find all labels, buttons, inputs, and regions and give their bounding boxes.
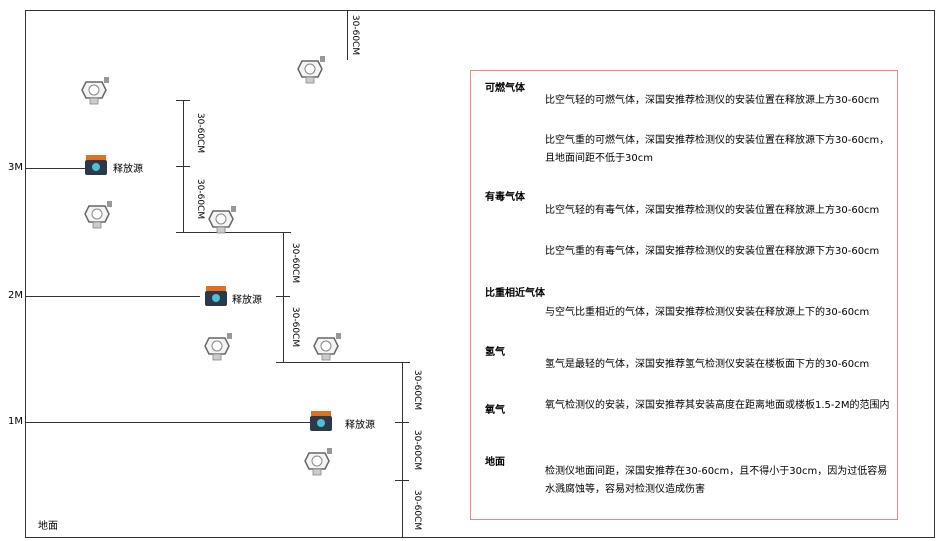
combustible-light-text: 比空气轻的可燃气体，深国安推荐检测仪的安装位置在释放源上方30-60cm [545, 95, 880, 106]
dim-label: 30-60CM [290, 306, 300, 348]
level-1m-line [25, 422, 310, 423]
oxygen-title: 氧气 [485, 405, 505, 416]
similar-title: 比重相近气体 [485, 288, 545, 299]
dim-tick [176, 166, 190, 167]
detector-icon [304, 447, 333, 476]
release-source-label: 释放源 [232, 295, 262, 306]
level-3m: 3M [8, 162, 23, 173]
frame-top [25, 10, 935, 11]
dim-tick [276, 362, 410, 363]
ground-label: 地面 [38, 521, 58, 532]
toxic-title: 有毒气体 [485, 192, 525, 203]
frame-bottom [25, 537, 935, 538]
dim-label: 30-60CM [412, 369, 422, 411]
dim-tick [276, 296, 290, 297]
ground-text: 检测仪地面间距，深国安推荐在30-60cm，且不得小于30cm，因为过低容易水溅… [545, 466, 888, 495]
ground-title: 地面 [485, 457, 505, 468]
detector-icon [313, 332, 342, 361]
dim-line-4 [402, 362, 403, 537]
dim-line-1 [347, 10, 348, 60]
dim-tick [395, 480, 409, 481]
dim-label: 30-60CM [412, 489, 422, 531]
similar-text: 与空气比重相近的气体，深国安推荐检测仪安装在释放源上下的30-60cm [545, 307, 870, 318]
dim-label: 30-60CM [350, 14, 360, 56]
detector-icon [297, 55, 326, 84]
level-3m-line [25, 168, 85, 169]
info-panel: 可燃气体 比空气轻的可燃气体，深国安推荐检测仪的安装位置在释放源上方30-60c… [470, 70, 898, 520]
hydrogen-text: 氢气是最轻的气体，深国安推荐氢气检测仪安装在楼板面下方的30-60cm [545, 359, 870, 370]
release-source-icon [85, 155, 107, 175]
dim-tick [176, 100, 190, 101]
release-source-label: 释放源 [345, 420, 375, 431]
oxygen-text: 氧气检测仪的安装，深国安推荐其安装高度在距离地面或楼板1.5-2M的范围内 [545, 400, 890, 411]
dim-label: 30-60CM [195, 112, 205, 154]
detector-icon [81, 76, 110, 105]
dim-line-3 [283, 232, 284, 362]
release-source-label: 释放源 [113, 164, 143, 175]
level-2m: 2M [8, 290, 23, 301]
combustible-heavy-text: 比空气重的可燃气体，深国安推荐检测仪的安装位置在释放源下方30-60cm，且地面… [545, 135, 890, 164]
release-source-icon [205, 286, 227, 306]
frame-left [25, 10, 26, 538]
level-1m: 1M [8, 416, 23, 427]
detector-icon [208, 205, 237, 234]
frame-right [934, 10, 935, 538]
combustible-title: 可燃气体 [485, 83, 525, 94]
release-source-icon [310, 411, 332, 431]
toxic-heavy-text: 比空气重的有毒气体，深国安推荐检测仪的安装位置在释放源下方30-60cm [545, 246, 880, 257]
detector-icon [84, 200, 113, 229]
level-2m-line [25, 296, 200, 297]
detector-icon [204, 332, 233, 361]
hydrogen-title: 氢气 [485, 347, 505, 358]
dim-label: 30-60CM [290, 242, 300, 284]
dim-label: 30-60CM [195, 178, 205, 220]
toxic-light-text: 比空气轻的有毒气体，深国安推荐检测仪的安装位置在释放源上方30-60cm [545, 205, 880, 216]
dim-tick [176, 232, 291, 233]
dim-tick [395, 422, 409, 423]
dim-label: 30-60CM [412, 429, 422, 471]
